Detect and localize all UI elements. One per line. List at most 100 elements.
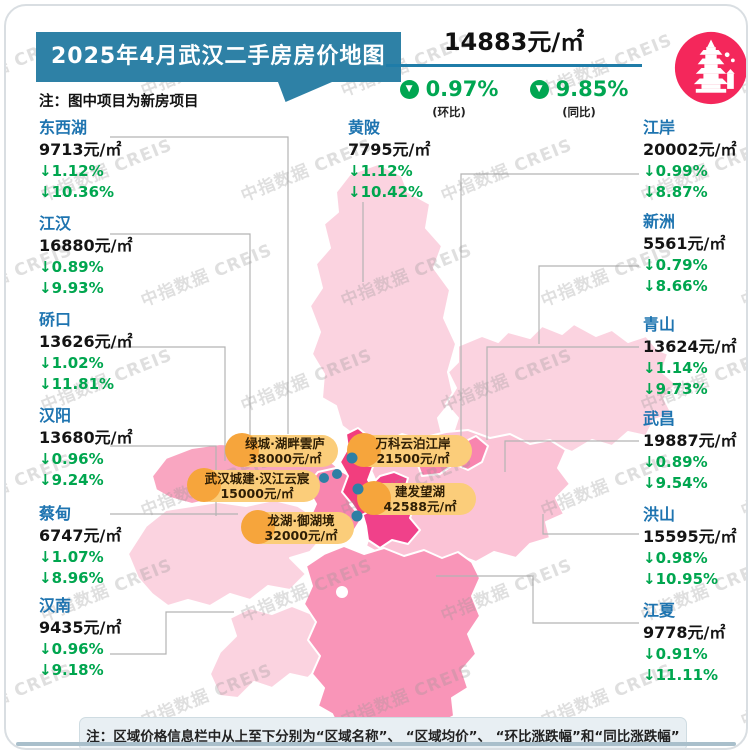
district-info-jiangxia: 江夏 9778元/㎡ ↓0.91% ↓11.11%	[643, 600, 725, 686]
district-name: 硚口	[39, 310, 72, 329]
city-average-price: 14883元/㎡	[443, 28, 585, 56]
district-price: 15595元/㎡	[643, 527, 737, 546]
project-name: 龙湖·御湖境	[267, 513, 335, 528]
district-yoy: ↓11.11%	[643, 666, 719, 684]
project-label-chengjian: 武汉城建·汉江云宸 15000元/㎡	[187, 468, 320, 502]
district-price: 7795元/㎡	[348, 140, 431, 159]
district-price: 16880元/㎡	[39, 236, 133, 255]
creis-pagoda-logo	[673, 30, 746, 106]
pill-accent-circle	[241, 510, 275, 544]
down-arrow-icon: ▼	[399, 79, 419, 99]
district-yoy: ↓9.93%	[39, 279, 104, 297]
district-info-huangpi: 黄陂 7795元/㎡ ↓1.12% ↓10.42%	[348, 117, 430, 203]
project-label-lvcheng: 绿城·湖畔雲庐 38000元/㎡	[225, 433, 338, 467]
district-name: 东西湖	[39, 118, 88, 137]
title-banner: 2025年4月武汉二手房房价地图	[36, 32, 401, 82]
district-mom: ↓0.98%	[643, 549, 708, 567]
district-info-hanyang: 汉阳 13680元/㎡ ↓0.96% ↓9.24%	[39, 405, 133, 491]
map-region-huangpi	[309, 163, 457, 445]
project-price: 21500元/㎡	[376, 451, 450, 466]
district-name: 汉南	[39, 596, 72, 615]
district-info-dongxihu: 东西湖 9713元/㎡ ↓1.12% ↓10.36%	[39, 117, 121, 203]
district-yoy: ↓8.96%	[39, 569, 104, 587]
project-name: 绿城·湖畔雲庐	[245, 436, 325, 451]
district-yoy: ↓8.87%	[643, 183, 708, 201]
district-name: 新洲	[643, 212, 676, 231]
district-info-qiaokou: 硚口 13626元/㎡ ↓1.02% ↓11.81%	[39, 309, 133, 395]
project-label-jianfa: 建发望湖 42588元/㎡	[357, 481, 476, 515]
district-price: 13626元/㎡	[39, 332, 133, 351]
district-price: 19887元/㎡	[643, 431, 737, 450]
district-info-wuchang: 武昌 19887元/㎡ ↓0.89% ↓9.54%	[643, 408, 737, 494]
mom-value: 0.97%	[425, 77, 499, 101]
district-info-jiangan: 江岸 20002元/㎡ ↓0.99% ↓8.87%	[643, 117, 737, 203]
district-name: 洪山	[643, 505, 676, 524]
district-name: 青山	[643, 315, 676, 334]
district-name: 江岸	[643, 118, 676, 137]
district-name: 黄陂	[348, 118, 381, 137]
district-price: 9435元/㎡	[39, 618, 122, 637]
district-yoy: ↓9.54%	[643, 474, 708, 492]
district-info-qingshan: 青山 13624元/㎡ ↓1.14% ↓9.73%	[643, 314, 737, 400]
district-info-caidian: 蔡甸 6747元/㎡ ↓1.07% ↓8.96%	[39, 503, 121, 589]
yoy-value: 9.85%	[555, 77, 629, 101]
pill-accent-circle	[225, 433, 259, 467]
district-name: 蔡甸	[39, 504, 72, 523]
project-price: 38000元/㎡	[248, 451, 322, 466]
yoy-stat: ▼ 9.85% (同比)	[520, 77, 638, 120]
district-price: 13624元/㎡	[643, 337, 737, 356]
project-price: 15000元/㎡	[220, 486, 294, 501]
district-yoy: ↓9.24%	[39, 471, 104, 489]
pill-accent-circle	[187, 468, 221, 502]
district-yoy: ↓8.66%	[643, 277, 708, 295]
project-name: 建发望湖	[394, 484, 445, 499]
district-info-jianghan: 江汉 16880元/㎡ ↓0.89% ↓9.93%	[39, 213, 133, 299]
district-mom: ↓1.07%	[39, 548, 104, 566]
district-yoy: ↓9.73%	[643, 380, 708, 398]
district-yoy: ↓10.95%	[643, 570, 719, 588]
project-name: 万科云泊江岸	[375, 436, 451, 451]
district-mom: ↓0.89%	[643, 453, 708, 471]
district-price: 13680元/㎡	[39, 428, 133, 447]
district-mom: ↓0.96%	[39, 450, 104, 468]
project-label-longhu: 龙湖·御湖境 32000元/㎡	[241, 510, 354, 544]
district-mom: ↓0.96%	[39, 640, 104, 658]
district-info-hongshan: 洪山 15595元/㎡ ↓0.98% ↓10.95%	[643, 504, 737, 590]
district-price: 9778元/㎡	[643, 623, 726, 642]
district-name: 汉阳	[39, 406, 72, 425]
district-mom: ↓1.12%	[39, 162, 104, 180]
summary-divider	[386, 64, 642, 67]
map-region-jiangxia	[303, 545, 481, 745]
district-yoy: ↓9.18%	[39, 661, 104, 679]
district-mom: ↓0.79%	[643, 256, 708, 274]
mom-label: (环比)	[432, 105, 466, 119]
district-mom: ↓0.91%	[643, 645, 708, 663]
district-price: 5561元/㎡	[643, 234, 726, 253]
district-yoy: ↓10.42%	[348, 183, 424, 201]
project-label-vanke: 万科云泊江岸 21500元/㎡	[347, 433, 472, 467]
district-mom: ↓1.02%	[39, 354, 104, 372]
project-name: 武汉城建·汉江云宸	[204, 471, 310, 486]
district-name: 江夏	[643, 601, 676, 620]
leader-lines	[110, 136, 639, 655]
map-region-hannan	[209, 605, 325, 699]
district-mom: ↓1.12%	[348, 162, 413, 180]
district-price: 20002元/㎡	[643, 140, 737, 159]
down-arrow-icon: ▼	[529, 79, 549, 99]
city-summary: 14883元/㎡ ▼ 0.97% (环比) ▼ 9.85% (同比)	[386, 22, 642, 120]
bottom-strip	[16, 742, 736, 746]
district-mom: ↓0.89%	[39, 258, 104, 276]
yoy-label: (同比)	[562, 105, 596, 119]
district-name: 武昌	[643, 409, 676, 428]
mom-stat: ▼ 0.97% (环比)	[390, 77, 508, 120]
project-price: 32000元/㎡	[264, 528, 338, 543]
district-yoy: ↓10.36%	[39, 183, 115, 201]
district-name: 江汉	[39, 214, 72, 233]
project-price: 42588元/㎡	[383, 499, 457, 514]
district-mom: ↓0.99%	[643, 162, 708, 180]
district-yoy: ↓11.81%	[39, 375, 115, 393]
district-info-xinzhou: 新洲 5561元/㎡ ↓0.79% ↓8.66%	[643, 211, 725, 297]
district-mom: ↓1.14%	[643, 359, 708, 377]
district-info-hannan: 汉南 9435元/㎡ ↓0.96% ↓9.18%	[39, 595, 121, 681]
